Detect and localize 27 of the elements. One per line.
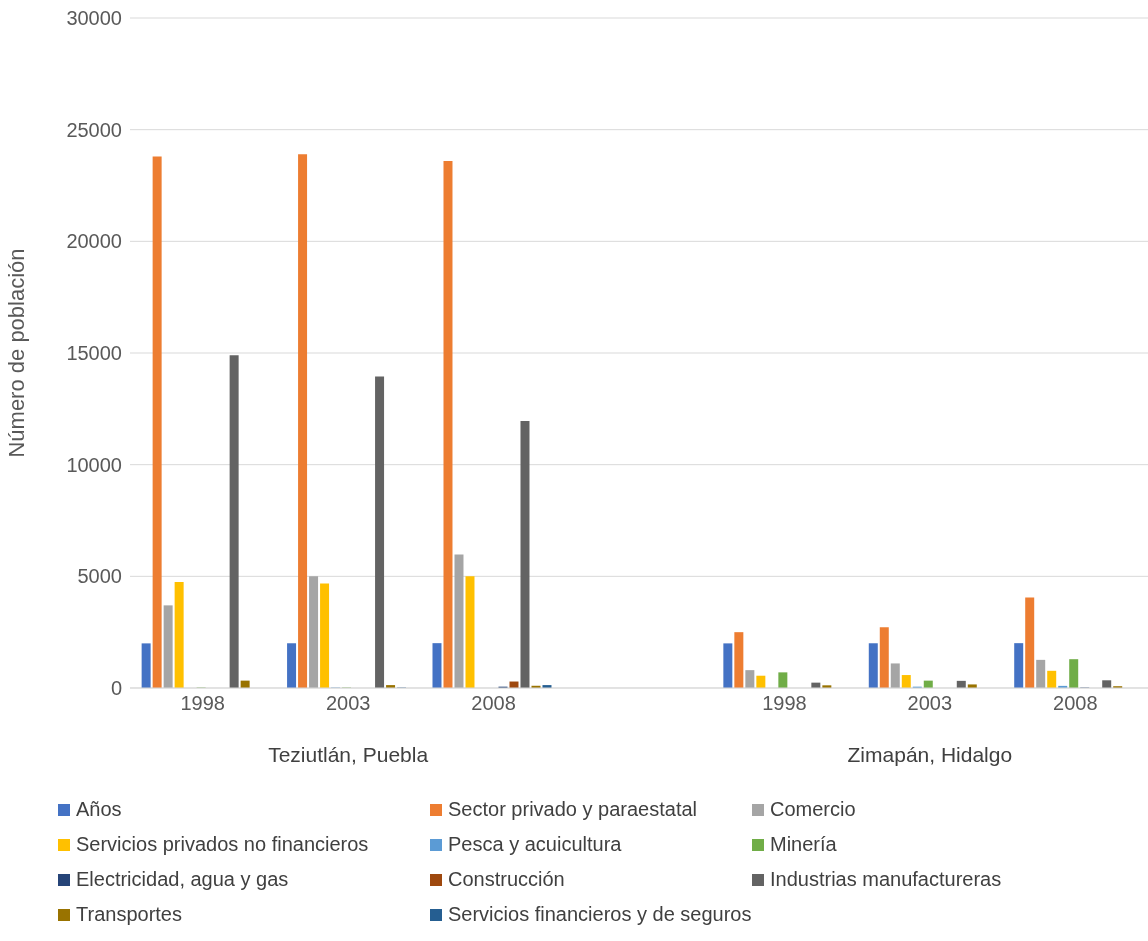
legend-label: Comercio	[770, 798, 856, 821]
x-tick-label: 2008	[471, 692, 516, 715]
legend-label: Sector privado y paraestatal	[448, 798, 698, 821]
y-tick-label: 10000	[66, 453, 122, 476]
legend-label: Electricidad, agua y gas	[76, 868, 289, 891]
y-axis-title: Número de población	[3, 248, 29, 458]
x-tick-label: 2003	[325, 692, 371, 715]
y-tick-label: 15000	[66, 342, 122, 365]
legend-label: Construcción	[448, 868, 565, 891]
y-tick-label: 30000	[66, 7, 122, 30]
x-tick-label: 1998	[180, 692, 225, 715]
legend-label: Años	[76, 798, 122, 821]
x-tick-label: 2003	[907, 692, 953, 715]
x-tick-label: 2008	[1053, 692, 1098, 715]
legend-label: Pesca y acuicultura	[448, 833, 622, 856]
y-tick-label: 5000	[77, 565, 122, 588]
legend-label: Servicios financieros y de seguros	[448, 903, 752, 926]
text: Zimapán, Hidalgo	[846, 743, 1014, 767]
legend-label: Transportes	[76, 903, 182, 926]
x-tick-label: 1998	[762, 692, 807, 715]
y-tick-label: 20000	[66, 230, 122, 253]
legend-label: Industrias manufactureras	[770, 868, 1002, 891]
y-tick-label: 0	[110, 677, 122, 700]
legend-label: Servicios privados no financieros	[76, 833, 369, 856]
text: Teziutlán, Puebla	[267, 743, 430, 767]
y-tick-label: 25000	[66, 118, 122, 141]
legend-label: Minería	[770, 833, 837, 856]
